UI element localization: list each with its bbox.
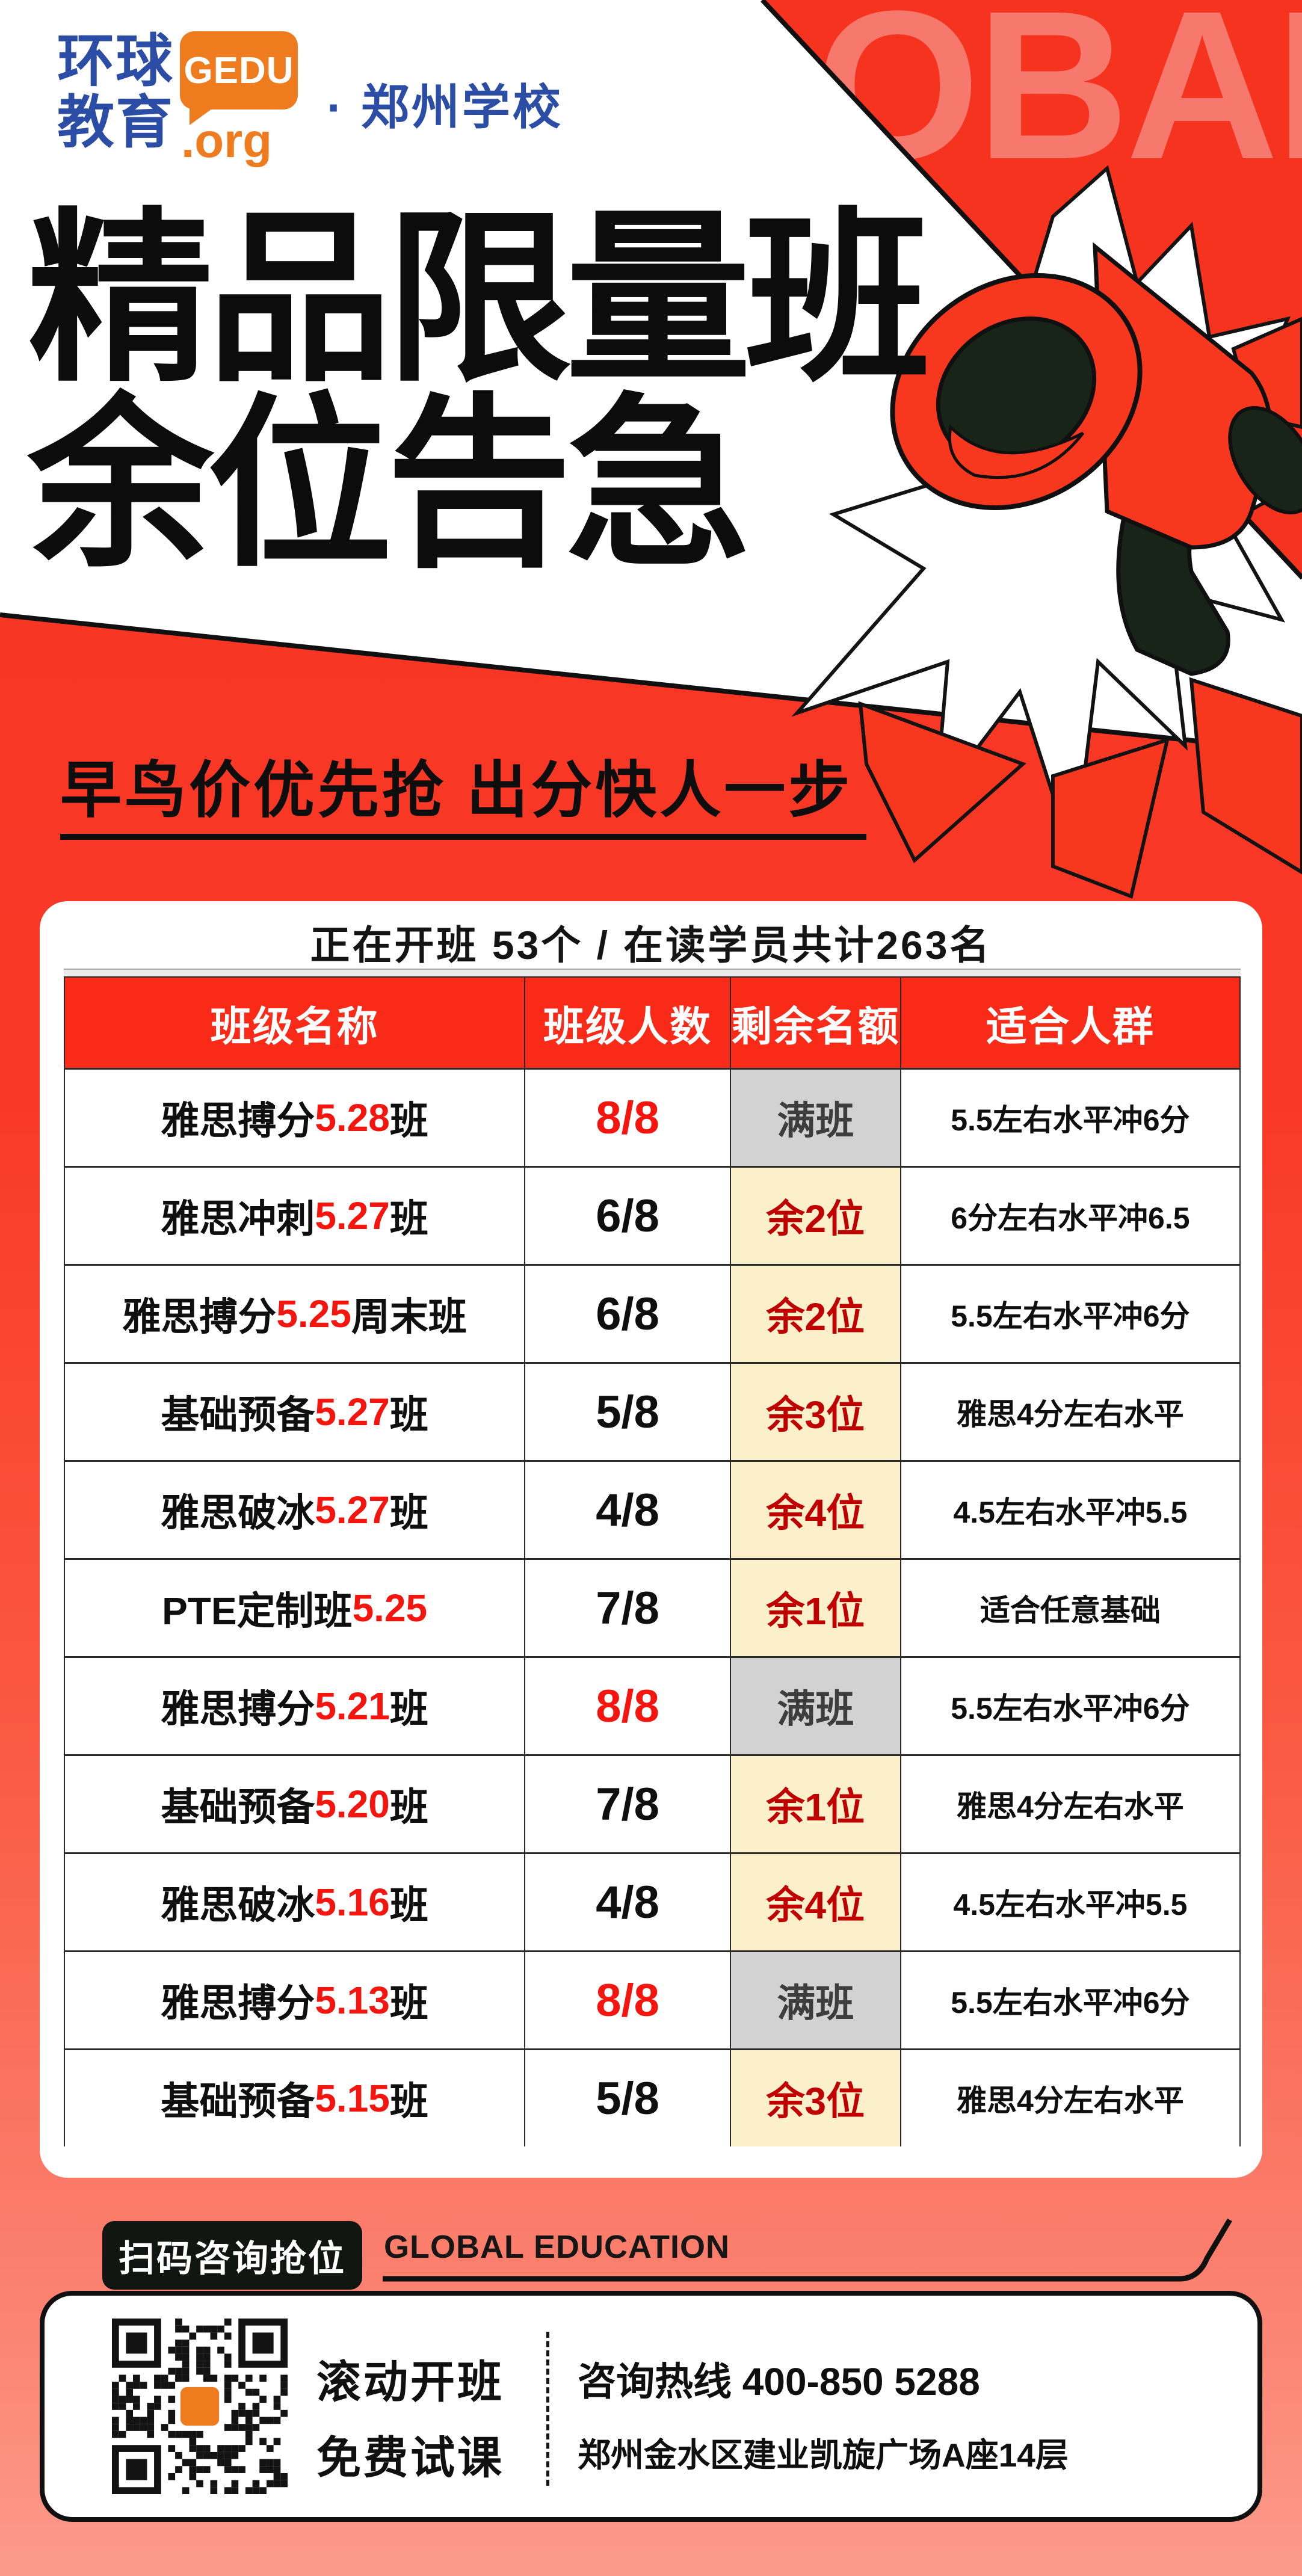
table-header-row: 班级名称 班级人数 剩余名额 适合人群 — [65, 978, 1239, 1068]
class-name-cell: 雅思搏分 5.28 班 — [161, 1096, 428, 1142]
fit-group-cell: 6分左右水平冲6.5 — [899, 1168, 1239, 1264]
class-board-card: 正在开班 53个 / 在读学员共计263名 班级名称 班级人数 剩余名额 适合人… — [40, 901, 1262, 2178]
fit-group-cell: 雅思4分左右水平 — [899, 1756, 1239, 1852]
megaphone-illustration — [791, 165, 1302, 899]
logo-bubble: GEDU — [180, 31, 298, 109]
fit-group-cell: 4.5左右水平冲5.5 — [899, 1462, 1239, 1558]
table-row: 雅思搏分 5.25 周末班 6/8 余2位 5.5左右水平冲6分 — [65, 1264, 1239, 1362]
class-name-cell: 雅思搏分 5.21 班 — [161, 1684, 428, 1731]
remaining-slots-cell: 余2位 — [729, 1168, 900, 1264]
footer-dashed-divider — [546, 2332, 549, 2486]
table-row: 雅思冲刺 5.27 班 6/8 余2位 6分左右水平冲6.5 — [65, 1166, 1239, 1264]
fit-group-cell: 4.5左右水平冲5.5 — [899, 1854, 1239, 1950]
remaining-slots-cell: 余1位 — [729, 1756, 900, 1852]
footer-brand-en: GLOBAL EDUCATION — [384, 2229, 730, 2265]
fit-group-cell: 5.5左右水平冲6分 — [899, 1070, 1239, 1166]
footer-hotline: 咨询热线 400-850 5288 — [578, 2360, 980, 2403]
class-name-cell: 雅思冲刺 5.27 班 — [161, 1194, 428, 1240]
class-size-cell: 6/8 — [524, 1266, 730, 1362]
remaining-slots-cell: 余3位 — [729, 2050, 900, 2146]
remaining-slots-cell: 满班 — [729, 1952, 900, 2048]
class-size-cell: 4/8 — [524, 1462, 730, 1558]
class-size-cell: 8/8 — [524, 1070, 730, 1166]
table-row: 雅思搏分 5.28 班 8/8 满班 5.5左右水平冲6分 — [65, 1068, 1239, 1166]
hero-subtitle: 早鸟价优先抢 出分快人一步 — [60, 756, 853, 825]
class-size-cell: 5/8 — [524, 2050, 730, 2146]
fit-group-cell: 雅思4分左右水平 — [899, 1364, 1239, 1460]
class-table: 班级名称 班级人数 剩余名额 适合人群 雅思搏分 5.28 班 8/8 满班 5.5… — [64, 976, 1241, 2146]
hero-title-line2: 余位告急 — [28, 381, 751, 588]
remaining-slots-cell: 余4位 — [729, 1854, 900, 1950]
remaining-slots-cell: 余4位 — [729, 1462, 900, 1558]
footer-underline-swoosh — [383, 2218, 1232, 2282]
qr-code — [112, 2319, 288, 2494]
table-row: 雅思破冰 5.27 班 4/8 余4位 4.5左右水平冲5.5 — [65, 1460, 1239, 1558]
col-class-size: 班级人数 — [524, 978, 730, 1068]
logo-cn-text: 环球 教育 — [57, 31, 174, 168]
table-row: PTE定制班 5.25 7/8 余1位 适合任意基础 — [65, 1558, 1239, 1656]
footer-contact-card: 滚动开班 免费试课 咨询热线 400-850 5288 郑州金水区建业凯旋广场A… — [40, 2291, 1262, 2522]
hero-title: 精品限量班 余位告急 — [28, 196, 930, 588]
logo-bubble-block: GEDU .org — [180, 31, 298, 168]
remaining-slots-cell: 余3位 — [729, 1364, 900, 1460]
col-remaining: 剩余名额 — [729, 978, 900, 1068]
fit-group-cell: 适合任意基础 — [899, 1560, 1239, 1656]
class-name-cell: 雅思搏分 5.25 周末班 — [122, 1292, 467, 1339]
class-size-cell: 8/8 — [524, 1952, 730, 2048]
table-row: 雅思搏分 5.13 班 8/8 满班 5.5左右水平冲6分 — [65, 1950, 1239, 2048]
class-size-cell: 7/8 — [524, 1756, 730, 1852]
logo-cn-line1: 环球 — [57, 29, 174, 93]
logo: 环球 教育 GEDU .org · 郑州学校 — [57, 31, 563, 168]
class-name-cell: 雅思搏分 5.13 班 — [161, 1979, 428, 2025]
fit-group-cell: 5.5左右水平冲6分 — [899, 1952, 1239, 2048]
table-row: 基础预备 5.27 班 5/8 余3位 雅思4分左右水平 — [65, 1362, 1239, 1460]
class-name-cell: 基础预备 5.20 班 — [161, 1783, 428, 1829]
class-size-cell: 5/8 — [524, 1364, 730, 1460]
hero-title-line1: 精品限量班 — [28, 196, 930, 403]
footer-address: 郑州金水区建业凯旋广场A座14层 — [578, 2436, 1069, 2474]
fit-group-cell: 雅思4分左右水平 — [899, 2050, 1239, 2146]
class-name-cell: 基础预备 5.27 班 — [161, 1390, 428, 1437]
class-name-cell: 雅思破冰 5.16 班 — [161, 1881, 428, 1927]
class-size-cell: 7/8 — [524, 1560, 730, 1656]
footer-free-trial: 免费试课 — [316, 2433, 504, 2483]
logo-bubble-text: GEDU — [184, 49, 294, 91]
class-size-cell: 8/8 — [524, 1658, 730, 1754]
table-row: 基础预备 5.15 班 5/8 余3位 雅思4分左右水平 — [65, 2048, 1239, 2146]
megaphone-body — [1093, 242, 1273, 550]
remaining-slots-cell: 满班 — [729, 1658, 900, 1754]
class-size-cell: 4/8 — [524, 1854, 730, 1950]
class-name-cell: PTE定制班 5.25 — [162, 1586, 428, 1633]
fit-group-cell: 5.5左右水平冲6分 — [899, 1266, 1239, 1362]
board-summary: 正在开班 53个 / 在读学员共计263名 — [310, 923, 992, 967]
table-row: 基础预备 5.20 班 7/8 余1位 雅思4分左右水平 — [65, 1754, 1239, 1852]
remaining-slots-cell: 余1位 — [729, 1560, 900, 1656]
col-class-name: 班级名称 — [210, 1003, 379, 1050]
scan-tag: 扫码咨询抢位 — [102, 2221, 362, 2290]
table-row: 雅思破冰 5.16 班 4/8 余4位 4.5左右水平冲5.5 — [65, 1852, 1239, 1950]
logo-school-text: · 郑州学校 — [327, 81, 563, 134]
table-top-strip — [64, 969, 1241, 976]
logo-cn-line2: 教育 — [57, 90, 174, 155]
footer-roll-classes: 滚动开班 — [316, 2357, 504, 2407]
subtitle-underline — [60, 834, 866, 840]
col-fit: 适合人群 — [899, 978, 1239, 1068]
class-name-cell: 雅思破冰 5.27 班 — [161, 1488, 428, 1535]
fit-group-cell: 5.5左右水平冲6分 — [899, 1658, 1239, 1754]
class-name-cell: 基础预备 5.15 班 — [161, 2077, 428, 2123]
class-size-cell: 6/8 — [524, 1168, 730, 1264]
table-row: 雅思搏分 5.21 班 8/8 满班 5.5左右水平冲6分 — [65, 1656, 1239, 1754]
remaining-slots-cell: 余2位 — [729, 1266, 900, 1362]
remaining-slots-cell: 满班 — [729, 1070, 900, 1166]
